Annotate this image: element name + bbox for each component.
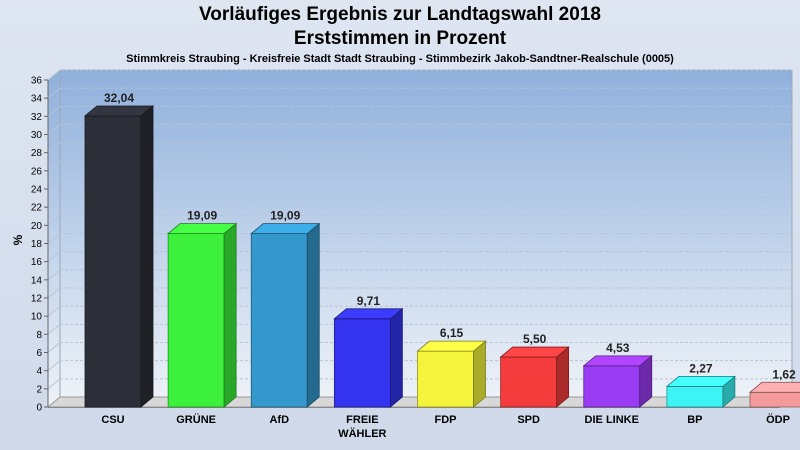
chart-title: Vorläufiges Ergebnis zur Landtagswahl 20… — [199, 4, 601, 25]
y-tick-label: 26 — [31, 166, 43, 177]
x-tick-label: CSU — [101, 414, 124, 426]
bar-afd: 19,09 — [250, 209, 321, 408]
bar-front — [333, 318, 391, 408]
bar-bp: 2,27 — [665, 361, 736, 408]
y-tick-label: 12 — [31, 294, 43, 305]
gridline-side — [47, 124, 61, 135]
bar-front — [417, 350, 474, 408]
bar-top — [333, 308, 404, 320]
gridline-side — [47, 214, 61, 226]
bar-side — [389, 307, 403, 408]
gridline-side — [47, 378, 61, 390]
gridline-side — [47, 360, 61, 372]
bar-front — [583, 365, 641, 408]
bar-front — [500, 356, 558, 408]
chart-subtitle: Erststimmen in Prozent — [293, 28, 507, 49]
y-tick-label: 20 — [31, 221, 43, 232]
data-label: 6,15 — [440, 326, 464, 340]
bar-side — [473, 340, 486, 408]
gridline-side — [47, 87, 61, 99]
bar-side — [306, 222, 320, 408]
bars: 32,04 19,09 19,09 9,71 6,15 5,50 4,53 2,27 1,62 — [83, 91, 800, 408]
data-label: 2,27 — [689, 361, 713, 375]
data-label: 19,09 — [270, 209, 300, 223]
chart-subtitle-detail: Stimmkreis Straubing - Kreisfreie Stadt … — [126, 53, 674, 65]
gridline-side — [47, 287, 61, 299]
y-tick-label: 18 — [31, 239, 43, 250]
y-tick-label: 22 — [31, 203, 43, 214]
data-label: 5,50 — [523, 332, 547, 346]
y-axis-label: % — [11, 234, 25, 245]
data-label: 19,09 — [187, 209, 217, 223]
bar-ödp: 1,62 — [748, 367, 800, 408]
bar-spd: 5,50 — [499, 332, 570, 408]
bar-freie-wähler: 9,71 — [333, 294, 404, 408]
y-tick-label: 28 — [31, 148, 43, 159]
gridline-side — [47, 233, 61, 244]
bar-side — [140, 105, 154, 408]
x-tick-label: GRÜNE — [176, 413, 216, 426]
bar-top — [83, 105, 155, 117]
y-tick-label: 8 — [36, 330, 42, 341]
bar-top — [582, 355, 653, 367]
gridline-side — [47, 342, 61, 353]
bar-side — [223, 222, 237, 408]
bar-top — [748, 381, 800, 393]
y-tick-label: 6 — [36, 348, 42, 359]
gridline-side — [47, 142, 61, 154]
bar-front — [84, 115, 142, 408]
bar-front — [666, 385, 724, 408]
x-axis: CSU GRÜNE AfD FREIE WÄHLER FDP SPD DIE LINKE BP Ö… — [101, 413, 790, 440]
gridline-side — [47, 105, 61, 117]
y-tick-label: 36 — [31, 76, 43, 87]
bar-front — [749, 391, 800, 408]
gridline-side — [47, 160, 61, 172]
gridline-side — [47, 269, 61, 281]
data-label: 32,04 — [104, 91, 134, 105]
x-tick-label: AfD — [269, 414, 289, 426]
y-tick-label: 10 — [31, 312, 43, 323]
bar-front — [250, 233, 308, 408]
bar-front — [167, 233, 225, 408]
data-label: 9,71 — [357, 294, 381, 308]
x-tick-label: ÖDP — [766, 413, 790, 426]
bar-csu: 32,04 — [83, 91, 155, 408]
bar-top — [665, 375, 736, 387]
data-label: 1,62 — [772, 367, 796, 381]
bar-die-linke: 4,53 — [582, 341, 653, 408]
y-tick-label: 16 — [31, 257, 43, 268]
gridline-side — [47, 196, 61, 208]
y-tick-label: 0 — [36, 403, 42, 414]
x-tick-label: FREIE WÄHLER — [338, 414, 386, 440]
x-tick-label: FDP — [435, 414, 457, 426]
y-tick-label: 2 — [36, 384, 42, 395]
bar-top — [250, 223, 321, 234]
gridline-side — [47, 323, 61, 335]
x-tick-label: SPD — [517, 414, 540, 426]
bar-grüne: 19,09 — [167, 209, 238, 408]
y-tick-label: 32 — [31, 112, 43, 123]
gridline-side — [47, 178, 61, 190]
gridline-side — [47, 69, 61, 81]
bar-top — [167, 223, 238, 234]
x-tick-label: BP — [687, 414, 702, 426]
y-tick-label: 34 — [31, 94, 43, 105]
y-tick-label: 30 — [31, 130, 43, 141]
bar-fdp: 6,15 — [416, 326, 487, 408]
data-label: 4,53 — [606, 341, 630, 355]
bar-top — [416, 340, 487, 352]
y-tick-label: 14 — [31, 275, 43, 286]
y-tick-label: 24 — [31, 185, 43, 196]
gridline-side — [47, 251, 61, 263]
bar-top — [499, 346, 570, 358]
x-tick-label: DIE LINKE — [585, 414, 639, 426]
y-tick-label: 4 — [36, 366, 42, 377]
gridline-side — [47, 305, 61, 317]
